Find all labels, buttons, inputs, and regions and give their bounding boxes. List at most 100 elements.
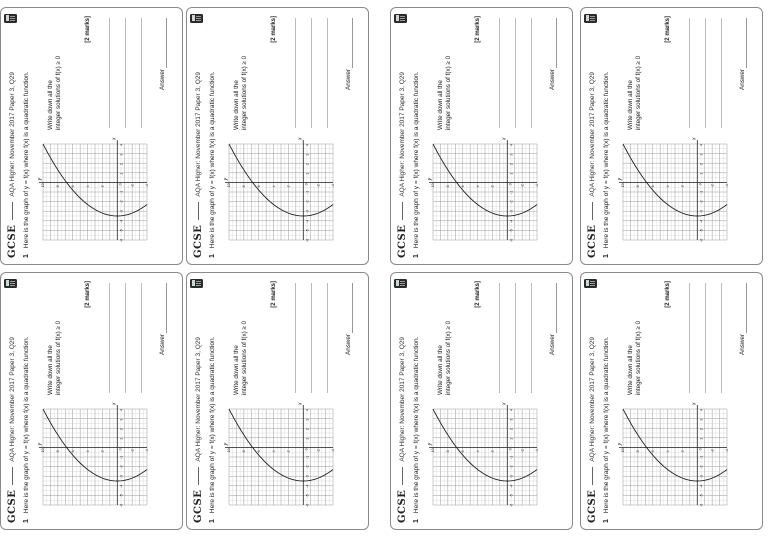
x-tick-label: -6	[119, 239, 123, 242]
quadratic-curve	[432, 408, 538, 482]
card-slot: GCSE AQA Higher: November 2017 Paper 3, …	[390, 5, 575, 265]
quadratic-curve	[42, 408, 148, 482]
question-text: Here is the graph of y = f(x) where f(x)…	[413, 71, 420, 249]
instruction-line-2: integer solutions of f(x) ≥ 0	[635, 320, 642, 395]
card-slot: GCSE AQA Higher: November 2017 Paper 3, …	[580, 5, 765, 265]
x-tick-label: -1	[119, 191, 123, 194]
y-tick-label: 8	[56, 185, 60, 187]
answer-label: Answer	[739, 69, 746, 90]
header-rule	[591, 466, 593, 485]
card-rotator: GCSE AQA Higher: November 2017 Paper 3, …	[186, 270, 371, 530]
y-tick-label: -2	[710, 184, 714, 187]
instruction-line-1: Write down all the	[627, 80, 634, 130]
working-line	[125, 283, 126, 393]
question-line: 1 Here is the graph of y = f(x) where f(…	[413, 16, 420, 258]
y-tick-label: 4	[476, 185, 480, 187]
x-tick-label: 2	[119, 163, 123, 165]
calculator-icon	[4, 279, 17, 288]
card-slot: GCSE AQA Higher: November 2017 Paper 3, …	[580, 270, 765, 530]
instruction-line-2: integer solutions of f(x) ≥ 0	[55, 55, 62, 130]
y-tick-label: 10	[41, 448, 45, 452]
card-rotator: GCSE AQA Higher: November 2017 Paper 3, …	[0, 270, 185, 530]
answer-label: Answer	[345, 334, 352, 355]
working-line	[721, 18, 722, 128]
instruction-line-1: Write down all the	[233, 80, 240, 130]
answer-line[interactable]	[556, 283, 557, 333]
card-slot: GCSE AQA Higher: November 2017 Paper 3, …	[186, 270, 371, 530]
working-line	[109, 283, 110, 393]
x-tick-label: -4	[305, 485, 309, 488]
x-tick-label: -6	[119, 504, 123, 507]
calculator-icon	[584, 279, 597, 288]
instruction-line-2: integer solutions of f(x) ≥ 0	[241, 320, 248, 395]
quadratic-curve	[622, 408, 728, 482]
answer-label: Answer	[345, 69, 352, 90]
x-axis-label: x	[691, 402, 697, 406]
instruction: Write down all the integer solutions of …	[627, 20, 643, 130]
question-number: 1	[413, 519, 420, 523]
answer-line[interactable]	[352, 18, 353, 68]
card-slot: GCSE AQA Higher: November 2017 Paper 3, …	[390, 270, 575, 530]
marks-label: [2 marks]	[665, 281, 671, 308]
card-header: GCSE AQA Higher: November 2017 Paper 3, …	[395, 279, 409, 523]
x-tick-label: 1	[509, 438, 513, 440]
x-tick-label: -4	[509, 220, 513, 223]
y-tick-label: 10	[41, 183, 45, 187]
card-slot: GCSE AQA Higher: November 2017 Paper 3, …	[0, 5, 185, 265]
x-tick-label: -1	[699, 456, 703, 459]
answer-line[interactable]	[166, 283, 167, 333]
y-tick-label: 2	[681, 185, 685, 187]
card-header: GCSE AQA Higher: November 2017 Paper 3, …	[585, 279, 599, 523]
y-tick-label: -4	[145, 184, 149, 187]
header-rule	[591, 201, 593, 220]
x-tick-label: 3	[509, 419, 513, 421]
marks-label: [2 marks]	[475, 281, 481, 308]
x-axis-label: x	[501, 402, 507, 406]
question-source: AQA Higher: November 2017 Paper 3, Q29	[194, 72, 202, 197]
x-tick-label: 2	[119, 428, 123, 430]
x-tick-label: -1	[699, 191, 703, 194]
answer-line[interactable]	[746, 18, 747, 68]
x-tick-label: -1	[305, 191, 309, 194]
calculator-icon	[4, 14, 17, 23]
x-tick-label: -5	[305, 229, 309, 232]
y-tick-label: -2	[710, 449, 714, 452]
card-slot: GCSE AQA Higher: November 2017 Paper 3, …	[0, 270, 185, 530]
quadratic-curve	[228, 408, 334, 482]
answer-line[interactable]	[352, 283, 353, 333]
x-tick-label: 2	[699, 163, 703, 165]
card-header: GCSE AQA Higher: November 2017 Paper 3, …	[395, 14, 409, 258]
calculator-icon	[190, 279, 203, 288]
answer-line[interactable]	[556, 18, 557, 68]
question-source: AQA Higher: November 2017 Paper 3, Q29	[398, 337, 406, 462]
x-tick-label: 3	[305, 419, 309, 421]
origin-label: 0	[508, 183, 512, 185]
x-axis-label: x	[501, 137, 507, 141]
instruction: Write down all the integer solutions of …	[437, 20, 453, 130]
x-axis-label: x	[111, 402, 117, 406]
x-tick-label: 1	[305, 173, 309, 175]
x-tick-label: -1	[305, 456, 309, 459]
question-number: 1	[23, 519, 30, 523]
working-line	[499, 283, 500, 393]
question-number: 1	[413, 254, 420, 258]
header-rule	[197, 466, 199, 485]
gcse-brand: GCSE	[586, 489, 598, 523]
answer-label: Answer	[739, 334, 746, 355]
question-text: Here is the graph of y = f(x) where f(x)…	[209, 336, 216, 514]
quadratic-curve	[622, 143, 728, 217]
question-card: GCSE AQA Higher: November 2017 Paper 3, …	[580, 272, 763, 530]
quadratic-graph: x y -6 -5 -4 -3 -2 -1 1 2 3 4 -4 -2 2 4 6 8 10 0	[617, 137, 729, 242]
y-tick-label: -4	[725, 184, 729, 187]
question-line: 1 Here is the graph of y = f(x) where f(…	[603, 281, 610, 523]
gcse-brand: GCSE	[192, 489, 204, 523]
answer-line[interactable]	[746, 283, 747, 333]
instruction: Write down all the integer solutions of …	[437, 285, 453, 395]
x-tick-label: -3	[509, 475, 513, 478]
x-tick-label: 1	[699, 173, 703, 175]
card-slot: GCSE AQA Higher: November 2017 Paper 3, …	[186, 5, 371, 265]
answer-line[interactable]	[166, 18, 167, 68]
y-tick-label: 6	[71, 185, 75, 187]
question-card: GCSE AQA Higher: November 2017 Paper 3, …	[186, 7, 369, 265]
